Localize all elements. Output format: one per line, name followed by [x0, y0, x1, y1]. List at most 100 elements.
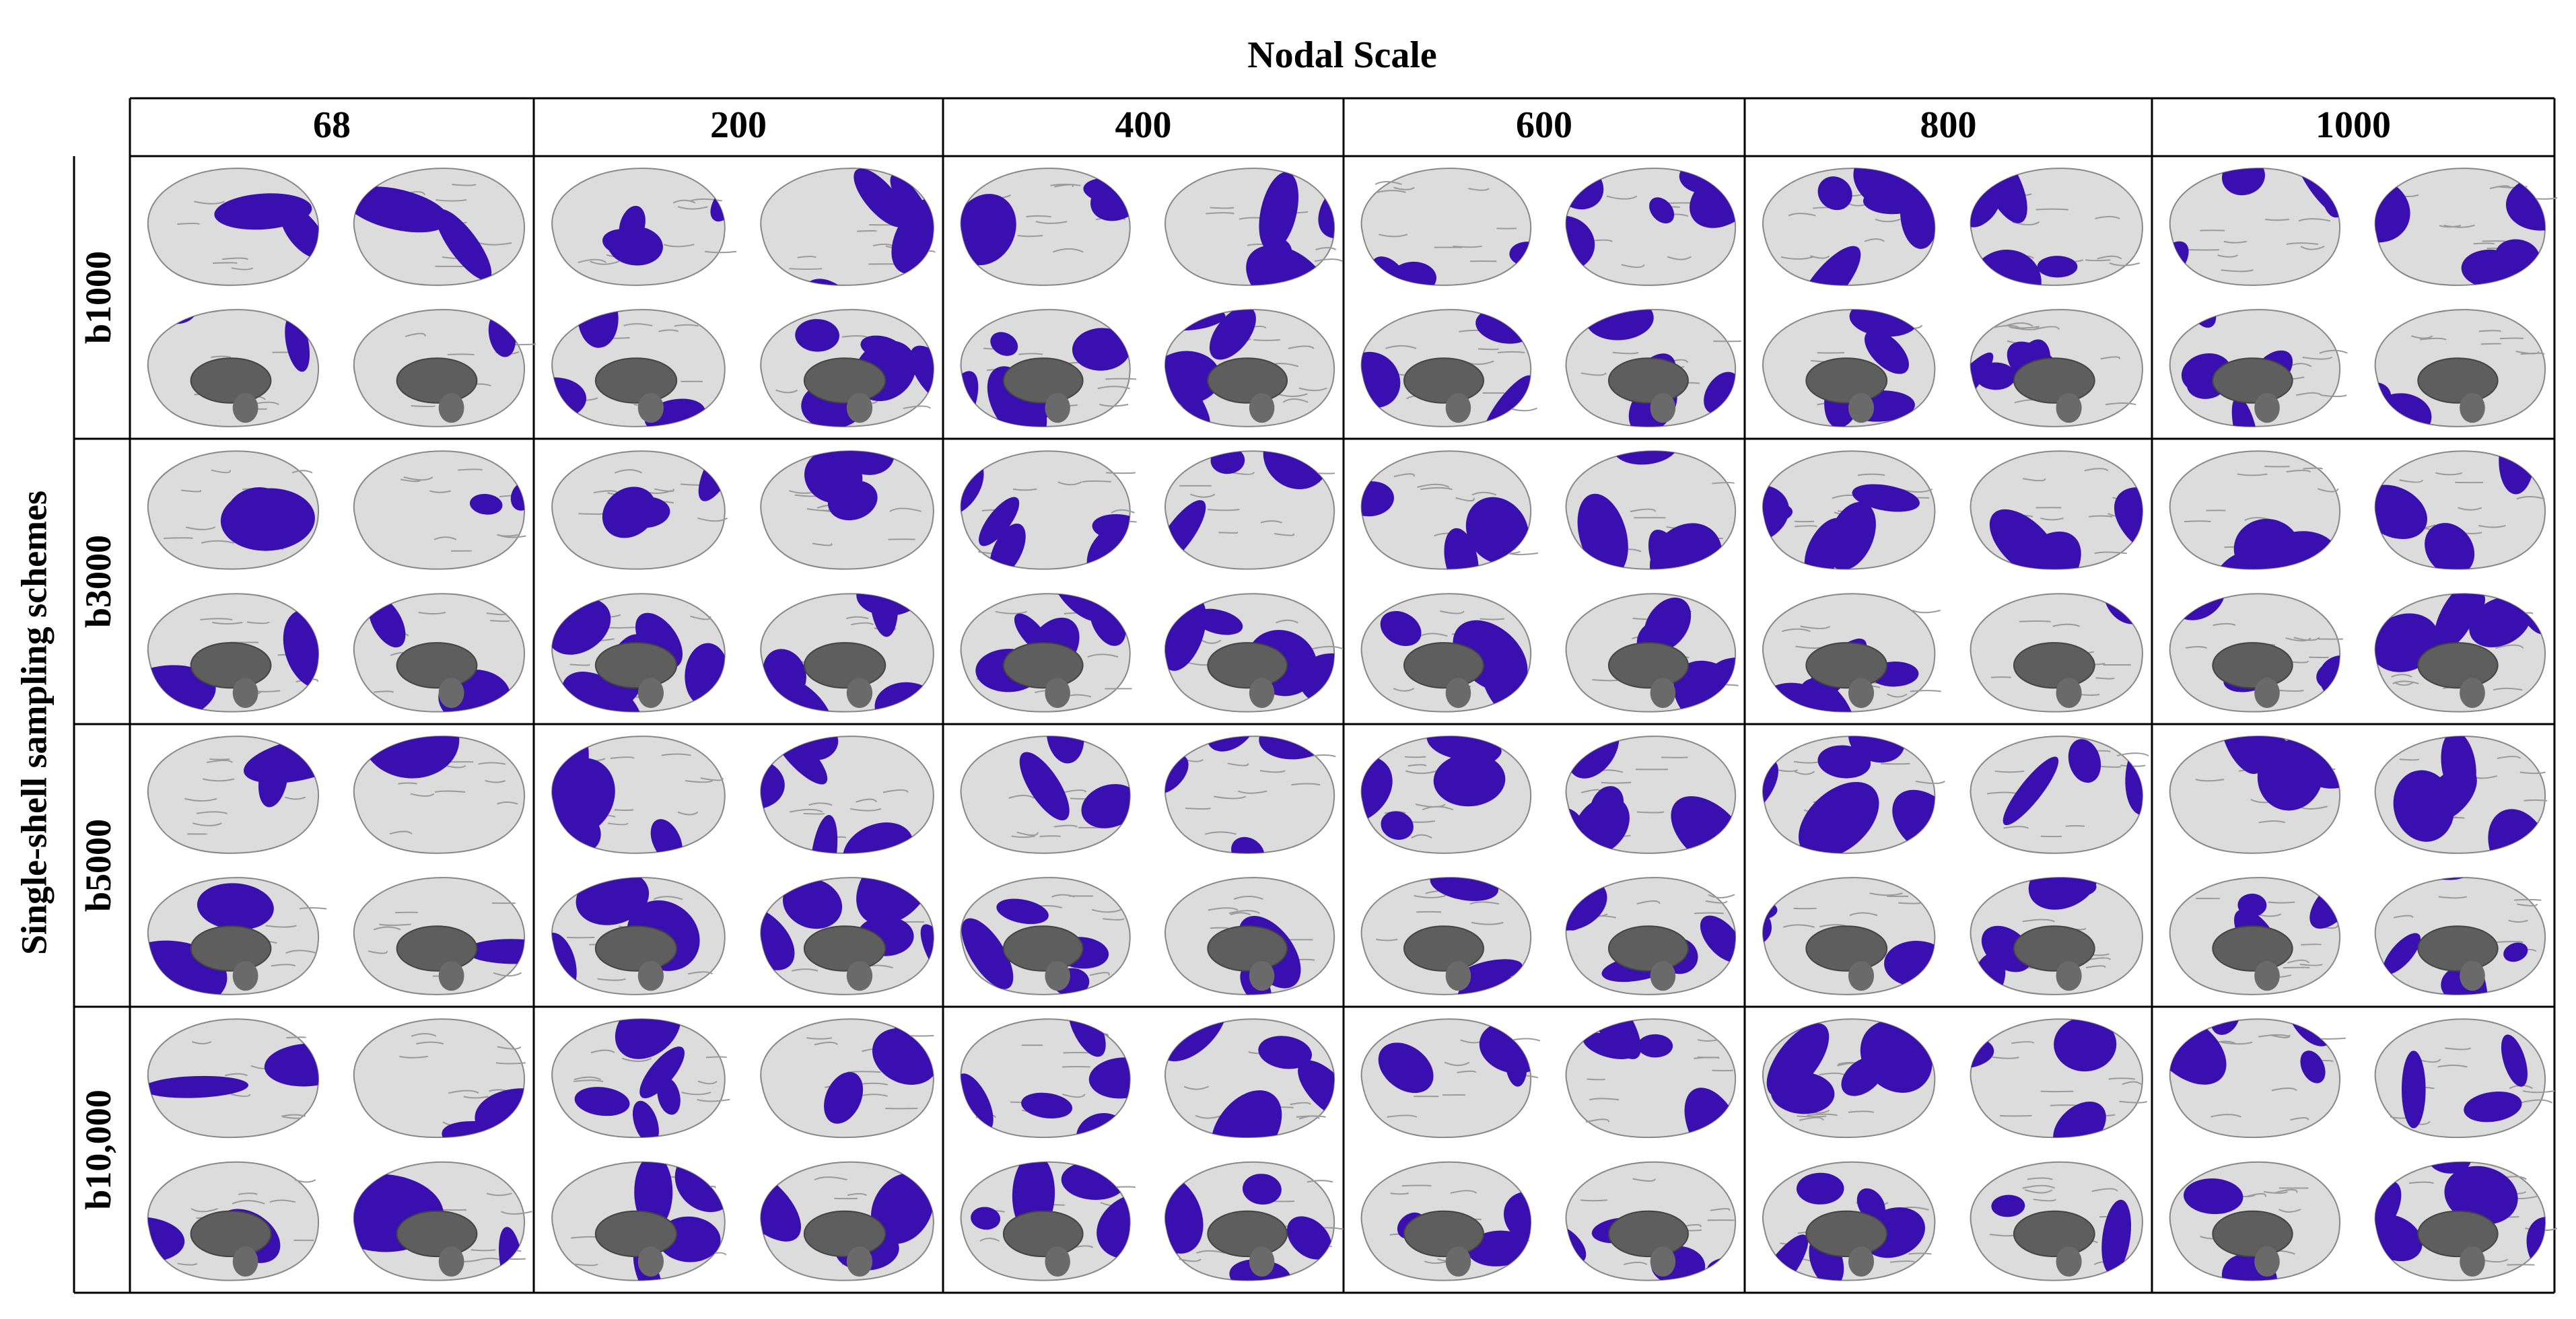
brain-midline	[804, 926, 885, 971]
brain-image	[1142, 701, 1335, 871]
brain-sulcus	[2294, 637, 2320, 640]
brain-midline	[2014, 1211, 2095, 1256]
brain-image	[1971, 736, 2167, 853]
brain-sulcus	[2005, 323, 2033, 326]
brain-sulcus	[701, 778, 723, 780]
brain-midline	[1609, 358, 1688, 403]
brain-image	[534, 861, 725, 996]
brain-sulcus	[2393, 681, 2418, 684]
activation-patch	[810, 815, 838, 853]
activation-patch	[2402, 1050, 2426, 1129]
activation-patch	[632, 1100, 659, 1138]
brain-sulcus	[186, 527, 215, 530]
brain-image	[946, 168, 1153, 285]
activation-patch	[920, 924, 934, 989]
activation-patch	[1849, 310, 1918, 337]
activation-group	[1361, 481, 1529, 569]
brain-midline	[1609, 1211, 1688, 1256]
brain-sulcus	[2481, 344, 2501, 345]
brain-image	[928, 310, 1137, 447]
activation-patch	[1860, 1020, 1933, 1093]
brain-sulcus	[1698, 1040, 1718, 1041]
brainstem	[1650, 960, 1676, 991]
brain-sulcus	[1111, 510, 1134, 513]
brain-sulcus	[681, 1092, 711, 1094]
brain-sulcus	[674, 325, 699, 326]
brain-midline	[2213, 643, 2292, 688]
brain-sulcus	[776, 390, 798, 393]
brain-sulcus	[207, 760, 232, 762]
brain-sulcus	[487, 1193, 512, 1195]
brain-sulcus	[286, 1037, 306, 1038]
activation-patch	[2300, 1050, 2326, 1083]
brain-sulcus	[1208, 509, 1239, 510]
brain-sulcus	[2290, 1118, 2308, 1120]
brain-image	[308, 1162, 532, 1293]
brainstem	[2460, 960, 2485, 991]
brain-sulcus	[271, 964, 295, 966]
activation-patch	[2054, 1019, 2117, 1072]
brain-sulcus	[2392, 674, 2412, 677]
brain-image	[1566, 292, 1746, 437]
brain-sulcus	[1912, 610, 1941, 612]
activation-patch	[1566, 215, 1595, 272]
brain-sulcus	[664, 244, 694, 246]
brain-sulcus	[846, 617, 868, 618]
brain-sulcus	[2092, 1188, 2118, 1191]
activation-patch	[1210, 1090, 1282, 1138]
brain-midline	[2014, 358, 2095, 403]
brainstem	[2460, 392, 2485, 423]
brain-midline	[1404, 1211, 1484, 1256]
brain-sulcus	[1456, 498, 1474, 501]
activation-patch	[2068, 739, 2101, 783]
brain-sulcus	[1051, 895, 1074, 897]
brain-sulcus	[691, 199, 722, 201]
brain-image	[1971, 451, 2216, 614]
activation-patch	[1090, 176, 1130, 221]
brain-image	[1763, 146, 1940, 324]
brain-sulcus	[1858, 474, 1885, 476]
brain-sulcus	[501, 1211, 532, 1214]
brain-sulcus	[608, 823, 627, 824]
brain-sulcus	[2186, 647, 2206, 648]
brain-sulcus	[2011, 1042, 2033, 1043]
brain-sulcus	[1865, 239, 1884, 242]
brain-sulcus	[1783, 925, 1815, 927]
brain-sulcus	[1440, 611, 1464, 614]
activation-patch	[1021, 1092, 1073, 1119]
brain-image	[2170, 873, 2368, 995]
brain-image	[1144, 421, 1335, 571]
brain-sulcus	[1624, 1262, 1647, 1264]
activation-patch	[2169, 1019, 2227, 1085]
brain-sulcus	[1589, 1098, 1619, 1100]
brain-sulcus	[181, 491, 201, 492]
brain-sulcus	[1051, 184, 1081, 186]
brain-sulcus	[2320, 351, 2348, 353]
brain-sulcus	[411, 1034, 436, 1036]
activation-patch	[197, 883, 274, 931]
brain-image	[2170, 697, 2365, 853]
brain-sulcus	[501, 536, 526, 537]
brain-sulcus	[213, 262, 237, 263]
activation-group	[214, 193, 319, 258]
brain-sulcus	[2496, 645, 2523, 649]
brain-sulcus	[1471, 923, 1503, 925]
brain-sulcus	[809, 803, 833, 805]
brain-sulcus	[590, 261, 619, 264]
brain-sulcus	[436, 200, 467, 201]
brain-sulcus	[2237, 474, 2268, 476]
brain-sulcus	[212, 622, 242, 624]
activation-patch	[1164, 356, 1210, 427]
activation-patch	[824, 1071, 864, 1124]
brain-sulcus	[458, 469, 483, 470]
brain-image	[1362, 168, 1552, 297]
activation-patch	[442, 1121, 525, 1138]
brain-sulcus	[2286, 638, 2311, 641]
brain-image	[961, 1153, 1187, 1280]
brain-sulcus	[2196, 779, 2225, 781]
brain-image	[2170, 1162, 2340, 1319]
brainstem	[1650, 392, 1676, 423]
brain-midline	[2014, 643, 2095, 688]
brain-sulcus	[850, 809, 881, 811]
activation-patch	[1465, 497, 1529, 564]
